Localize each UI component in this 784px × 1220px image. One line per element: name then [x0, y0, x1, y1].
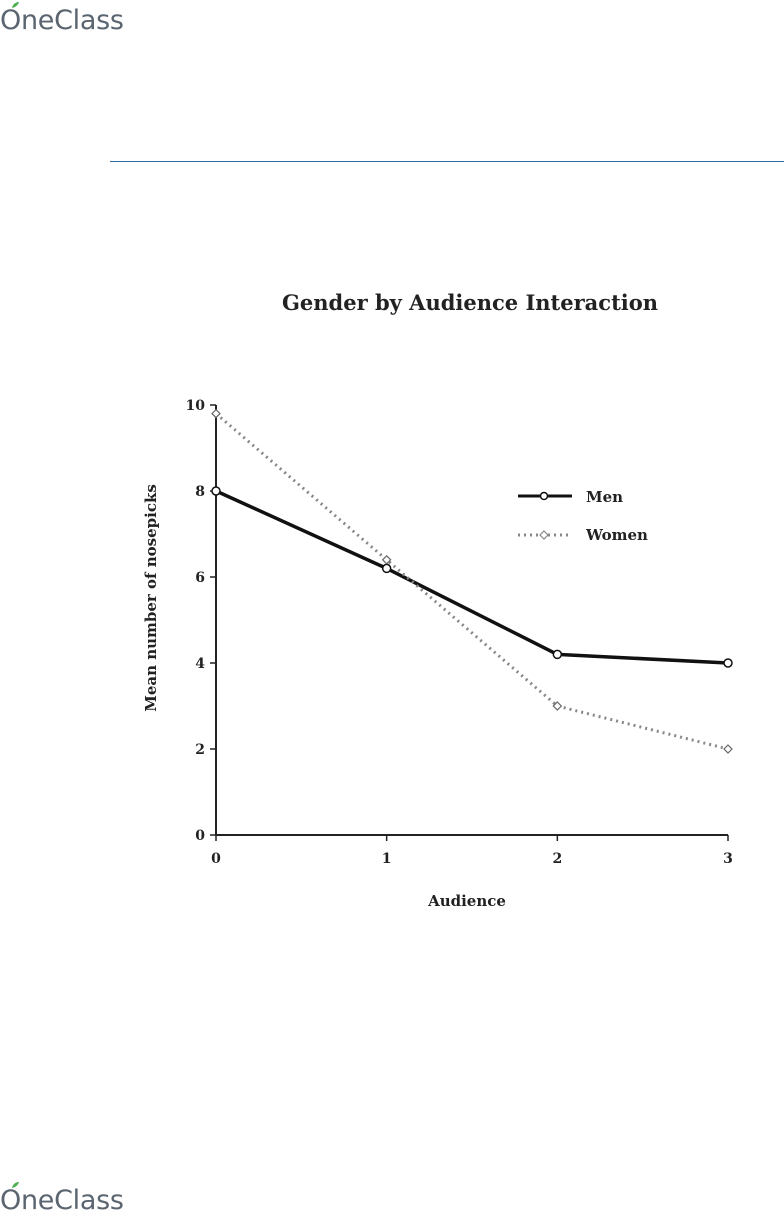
data-point-men — [723, 658, 733, 668]
legend-label-women: Women — [585, 526, 648, 544]
brand-name: OneClass — [0, 4, 124, 36]
legend-label-men: Men — [586, 488, 623, 506]
chart-title: Gender by Audience Interaction — [282, 290, 658, 315]
series-line-women — [215, 412, 729, 751]
y-tick-label: 10 — [186, 398, 206, 414]
y-axis-label: Mean number of nosepicks — [142, 484, 160, 712]
apple-leaf-icon-footer — [12, 1182, 19, 1188]
data-point-women — [552, 701, 563, 711]
x-tick-label: 0 — [211, 851, 221, 867]
y-tick-label: 6 — [195, 570, 205, 586]
data-point-women — [723, 744, 733, 754]
legend-item-men: Men — [518, 488, 623, 506]
series-line-men — [215, 489, 729, 665]
brand-name-footer: OneClass — [0, 1184, 124, 1216]
data-point-women — [381, 554, 392, 565]
y-ticks: 0 2 4 6 8 10 — [186, 398, 216, 844]
brand-logo-bottom: OneClass — [0, 1180, 124, 1220]
x-ticks: 0 1 2 3 — [211, 835, 733, 867]
data-point-men — [552, 649, 563, 660]
data-point-men — [381, 563, 392, 574]
x-axis-label: Audience — [427, 892, 506, 910]
x-tick-label: 1 — [382, 851, 392, 867]
y-tick-label: 2 — [195, 742, 205, 758]
legend-marker-women — [539, 530, 549, 540]
series-layer — [211, 408, 733, 754]
header-divider — [110, 161, 784, 162]
data-point-men — [211, 486, 221, 496]
legend-item-women: Women — [518, 526, 648, 544]
x-tick-label: 3 — [723, 851, 733, 867]
y-tick-label: 8 — [195, 484, 205, 500]
apple-leaf-icon — [12, 2, 19, 8]
legend-marker-men — [539, 491, 549, 501]
data-point-women — [211, 408, 221, 419]
y-tick-label: 0 — [195, 828, 205, 844]
brand-logo-top: OneClass — [0, 0, 124, 40]
y-tick-label: 4 — [195, 656, 205, 672]
legend: Men Women — [518, 488, 648, 544]
x-tick-label: 2 — [552, 851, 562, 867]
